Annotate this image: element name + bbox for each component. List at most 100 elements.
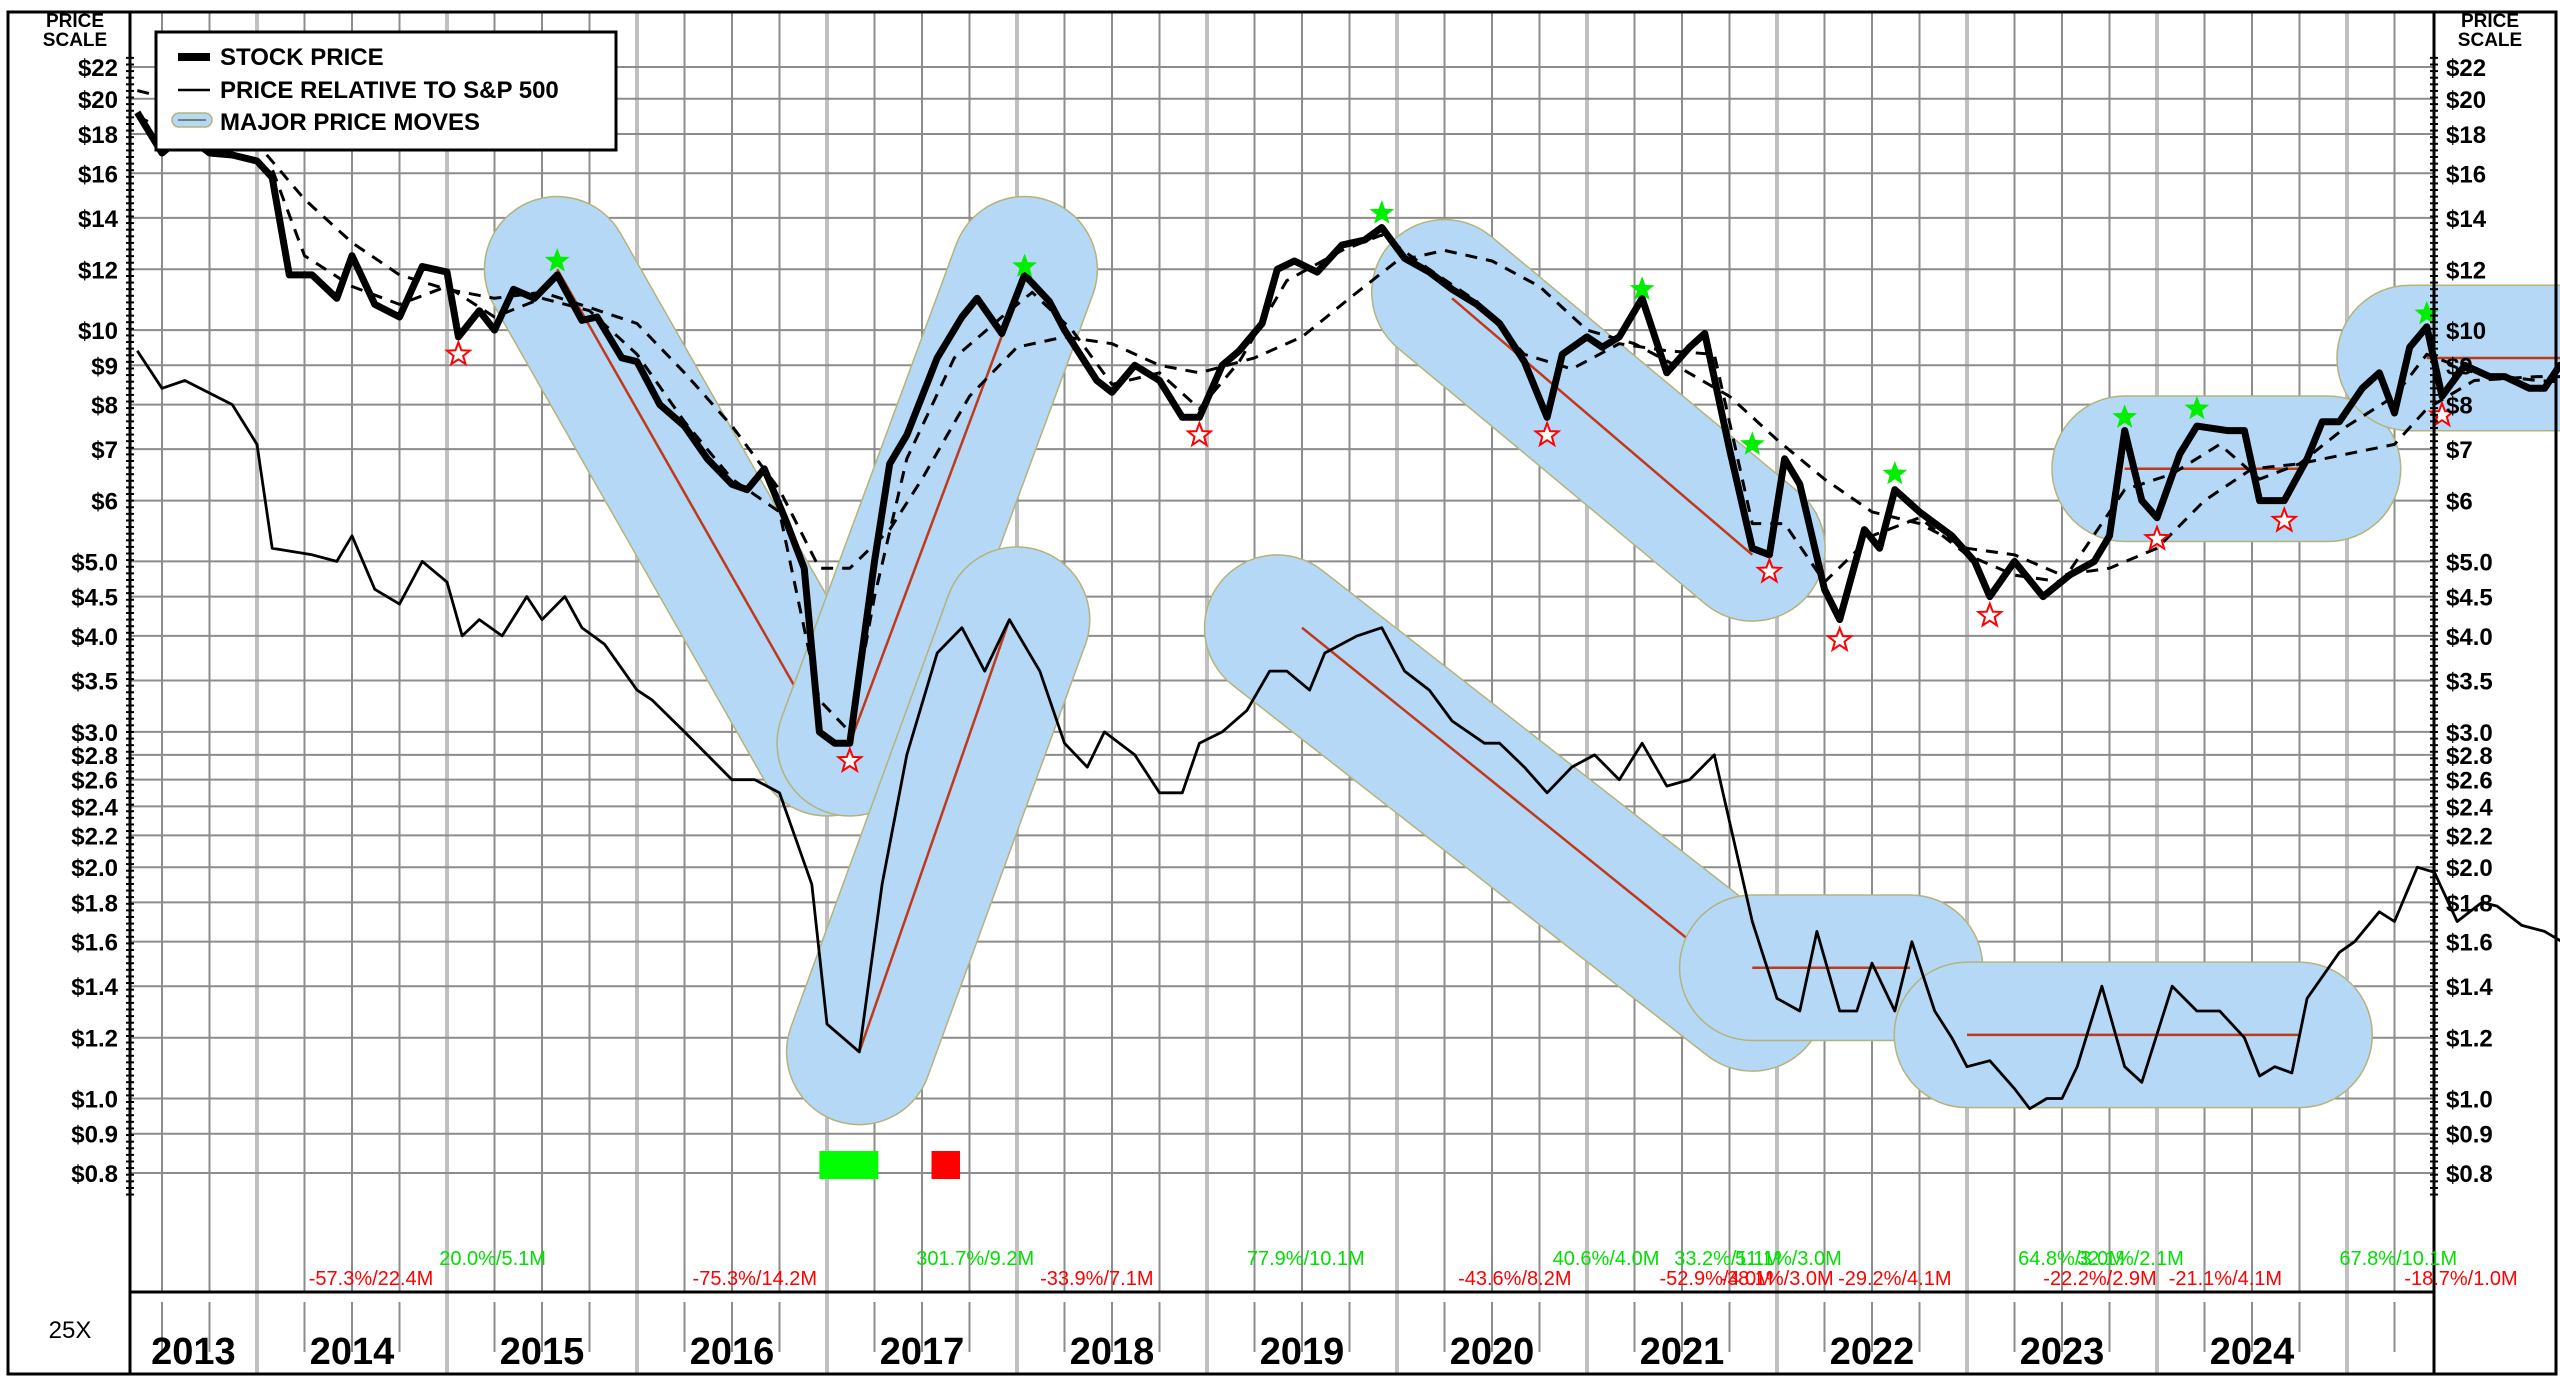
signal-box [819,1151,879,1179]
left-price-label: $18 [78,122,118,149]
right-scale-title-line2: SCALE [2458,30,2522,51]
left-price-label: $2.4 [71,794,118,821]
left-price-label: $14 [78,206,119,233]
right-price-label: $1.2 [2446,1026,2493,1053]
trough-star-icon [1755,556,1784,584]
price-series [134,89,2560,1111]
gain-annotation: 51.1%/3.0M [1735,1248,1842,1270]
right-price-label: $0.9 [2446,1122,2493,1149]
right-price-label: $16 [2446,161,2486,188]
peak-star-icon [2184,395,2210,420]
right-price-label: $20 [2446,87,2486,114]
trough-star-icon [1825,625,1854,653]
left-price-label: $1.6 [71,930,118,957]
year-label: 2018 [1070,1331,1155,1373]
scale-factor-label: 25X [49,1317,92,1344]
left-price-label: $2.6 [71,768,118,795]
right-scale-title-line1: PRICE [2461,11,2519,32]
loss-annotation: -18.7%/1.0M [2404,1268,2517,1290]
left-price-label: $3.5 [71,668,118,695]
signal-box [931,1151,960,1179]
right-price-label: $8 [2446,393,2473,420]
loss-annotation: -52.9%/4.0M [1660,1268,1773,1290]
gain-annotation: 67.8%/10.1M [2339,1248,2457,1270]
year-label: 2014 [310,1331,395,1373]
left-price-label: $6 [91,489,118,516]
right-price-label: $1.0 [2446,1087,2493,1114]
major-move-band [1205,555,1825,1071]
loss-annotation: -29.2%/4.1M [1838,1268,1951,1290]
gain-annotation: 64.8%/3.0M [2018,1248,2125,1270]
right-price-label: $2.8 [2446,743,2493,770]
peak-star-icon [1012,253,1037,277]
left-price-label: $0.8 [71,1161,118,1188]
loss-annotation: -38.1%/3.0M [1720,1268,1833,1290]
year-label: 2021 [1640,1331,1725,1373]
right-price-label: $2.4 [2446,794,2493,821]
moving-average-long--line [136,89,2560,577]
left-price-label: $1.4 [71,974,118,1001]
right-price-label: $18 [2446,122,2486,149]
right-price-label: $1.6 [2446,930,2493,957]
trough-star-icon [2270,505,2299,533]
right-price-label: $1.4 [2446,974,2493,1001]
year-label: 2023 [2020,1331,2105,1373]
grid [130,12,2434,1374]
peak-trough-markers [444,200,2457,1179]
peak-star-icon [544,248,570,272]
loss-annotation: -75.3%/14.2M [693,1268,818,1290]
stock-price-line [134,110,2560,747]
legend-stock-price: STOCK PRICE [220,44,384,71]
loss-annotation: -21.1%/4.1M [2169,1268,2282,1290]
loss-annotation: -57.3%/22.4M [309,1268,434,1290]
right-price-label: $3.0 [2446,720,2493,747]
right-price-label: $1.8 [2446,890,2493,917]
left-price-label: $1.2 [71,1026,118,1053]
left-price-label: $9 [91,353,118,380]
trough-star-icon [835,746,864,774]
legend-box [154,30,618,152]
legend: STOCK PRICE PRICE RELATIVE TO S&P 500 MA… [154,30,618,152]
left-price-label: $4.5 [71,585,118,612]
left-price-label: $1.0 [71,1087,118,1114]
trend-line [556,268,829,744]
right-price-label: $2.0 [2446,855,2493,882]
left-price-label: $2.0 [71,855,118,882]
right-price-label: $0.8 [2446,1161,2493,1188]
left-price-label: $3.0 [71,720,118,747]
peak-star-icon [2112,404,2138,428]
right-price-label: $3.5 [2446,668,2493,695]
outer-frame [6,10,2558,1376]
price-relative-to-s-p-500-line [136,350,2560,1111]
trough-star-icon [444,339,473,367]
left-price-label: $8 [91,393,118,420]
gain-annotation: 33.2%/1.1M [1674,1248,1781,1270]
year-label: 2017 [880,1331,965,1373]
peak-star-icon [1739,431,1765,455]
right-price-label: $2.6 [2446,768,2493,795]
right-price-label: $10 [2446,318,2486,345]
right-price-label: $14 [2446,206,2487,233]
left-scale-title-line1: PRICE [46,11,104,32]
year-label: 2020 [1450,1331,1535,1373]
left-price-label: $22 [78,55,118,82]
peak-star-icon [1882,460,1908,485]
right-price-label: $4.5 [2446,585,2493,612]
right-price-label: $7 [2446,437,2473,464]
right-price-label: $6 [2446,489,2473,516]
legend-major-moves: MAJOR PRICE MOVES [220,109,480,136]
right-price-label: $2.2 [2446,823,2493,850]
left-price-label: $0.9 [71,1122,118,1149]
right-price-label: $22 [2446,55,2486,82]
right-price-label: $5.0 [2446,549,2493,576]
loss-annotation: -33.9%/7.1M [1040,1268,1153,1290]
gain-annotation: 301.7%/9.2M [916,1248,1034,1270]
axes: $22 $22 $20 $20 $18 $18 $16 $16 $14 $14 $12 $12 $10 $… [6,10,2558,1376]
gain-annotation: 40.6%/4.0M [1553,1248,1660,1270]
gain-annotation: 77.9%/10.1M [1247,1248,1365,1270]
peak-star-icon [1369,200,1395,224]
right-price-label: $4.0 [2446,624,2493,651]
trough-star-icon [2142,524,2172,551]
